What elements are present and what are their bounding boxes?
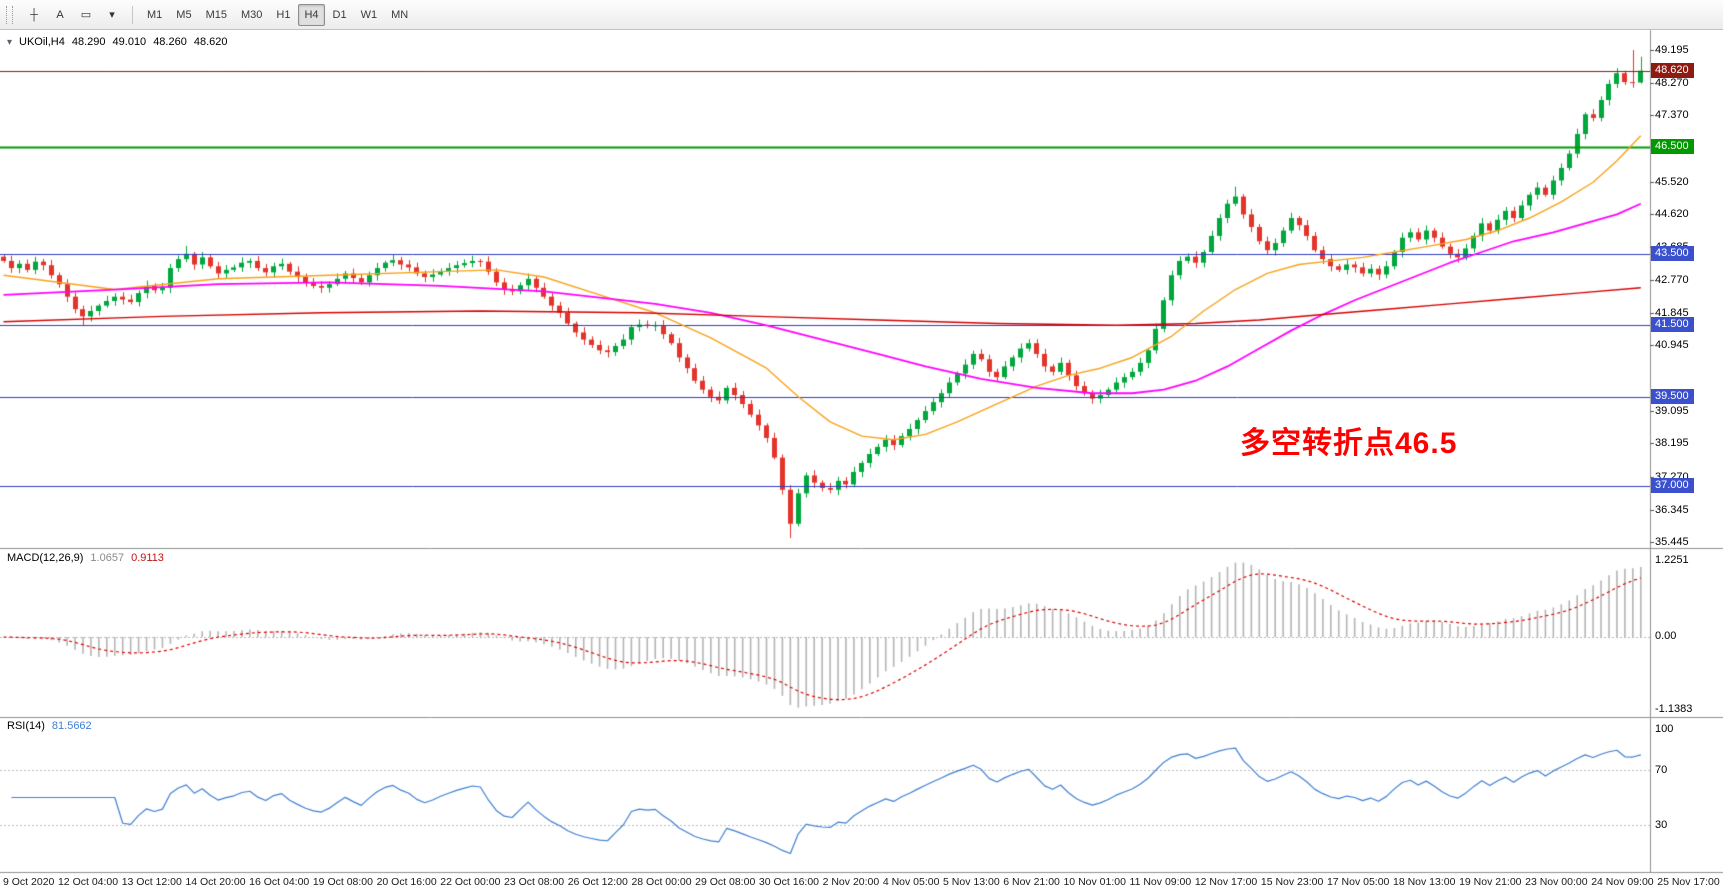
macd-axis-label: 0.00	[1655, 630, 1677, 642]
time-axis-label: 30 Oct 16:00	[758, 876, 819, 888]
timeframe-h4-button[interactable]: H4	[298, 3, 325, 26]
time-axis-label: 19 Nov 21:00	[1459, 876, 1522, 888]
rsi-axis-label: 70	[1655, 764, 1668, 776]
symbol-period-label: UKOil,H4	[19, 36, 65, 48]
macd-label: MACD(12,26,9)	[7, 552, 84, 564]
toolbar: ┼ A ▭ ▾ M1 M5 M15 M30 H1 H4 D1 W1 MN	[0, 0, 1723, 30]
rsi-indicator-header: RSI(14) 81.5662	[7, 720, 92, 732]
price-axis-label: 44.620	[1655, 208, 1689, 220]
time-axis-label: 25 Nov 17:00	[1657, 876, 1720, 888]
timeframe-m5-button[interactable]: M5	[170, 4, 197, 26]
time-axis-label: 9 Oct 2020	[3, 876, 55, 888]
timeframe-w1-button[interactable]: W1	[355, 4, 384, 26]
rsi-axis-label: 30	[1655, 819, 1668, 831]
price-axis-label: 38.195	[1655, 437, 1689, 449]
line-level-badge: 46.500	[1651, 139, 1694, 154]
rsi-value: 81.5662	[51, 720, 92, 732]
rsi-label: RSI(14)	[7, 720, 45, 732]
annotation-text[interactable]: 多空转折点46.5	[1240, 427, 1458, 460]
time-axis-label: 22 Oct 00:00	[440, 876, 501, 888]
rectangle-tool-button[interactable]: ▭	[74, 4, 98, 26]
chart-header: ▾ UKOil,H4 48.290 49.010 48.260 48.620	[7, 36, 228, 48]
price-axis-label: 42.770	[1655, 274, 1689, 286]
time-axis-label: 10 Nov 01:00	[1063, 876, 1126, 888]
price-axis-label: 48.270	[1655, 77, 1689, 89]
macd-indicator-header: MACD(12,26,9) 1.0657 0.9113	[7, 552, 164, 564]
line-level-badge: 41.500	[1651, 317, 1694, 332]
time-axis-label: 26 Oct 12:00	[567, 876, 628, 888]
price-axis-label: 36.345	[1655, 504, 1689, 516]
price-axis-label: 47.370	[1655, 109, 1689, 121]
time-axis-label: 24 Nov 09:00	[1591, 876, 1654, 888]
time-axis-label: 18 Nov 13:00	[1393, 876, 1456, 888]
ohlc-low: 48.260	[153, 36, 187, 48]
drawing-tools-group: ┼ A ▭ ▾	[22, 4, 124, 26]
ohlc-close: 48.620	[193, 36, 228, 48]
timeframe-m15-button[interactable]: M15	[200, 4, 233, 26]
time-axis-label: 2 Nov 20:00	[822, 876, 880, 888]
macd-axis-label: 1.2251	[1655, 554, 1689, 566]
line-level-badge: 43.500	[1651, 246, 1694, 261]
timeframe-m30-button[interactable]: M30	[235, 4, 268, 26]
time-axis-label: 14 Oct 20:00	[185, 876, 246, 888]
time-axis-label: 23 Oct 08:00	[504, 876, 565, 888]
time-axis-label: 29 Oct 08:00	[695, 876, 756, 888]
time-axis: 9 Oct 2020 12 Oct 04:00 13 Oct 12:00 14 Oct…	[0, 874, 1723, 888]
crosshair-tool-button[interactable]: ┼	[22, 4, 46, 26]
line-level-badge: 37.000	[1651, 478, 1694, 493]
time-axis-label: 17 Nov 05:00	[1326, 876, 1390, 888]
time-axis-label: 23 Nov 00:00	[1525, 876, 1588, 888]
time-axis-label: 12 Nov 17:00	[1194, 876, 1258, 888]
price-axis-label: 39.095	[1655, 405, 1689, 417]
current-price-badge: 48.620	[1651, 63, 1694, 78]
price-axis-label: 45.520	[1655, 176, 1689, 188]
macd-signal-value: 0.9113	[131, 552, 164, 564]
time-axis-label: 4 Nov 05:00	[882, 876, 940, 888]
price-axis-label: 49.195	[1655, 44, 1689, 56]
objects-dropdown-button[interactable]: ▾	[100, 4, 124, 26]
time-axis-label: 20 Oct 16:00	[376, 876, 437, 888]
time-axis-label: 28 Oct 00:00	[631, 876, 692, 888]
price-axis-label: 40.945	[1655, 339, 1689, 351]
ohlc-open: 48.290	[71, 36, 106, 48]
timeframe-h1-button[interactable]: H1	[270, 4, 296, 26]
one-click-trading-expander[interactable]: ▾	[7, 36, 13, 48]
price-axis-label: 35.445	[1655, 536, 1689, 548]
line-level-badge: 39.500	[1651, 389, 1694, 404]
timeframe-d1-button[interactable]: D1	[327, 4, 353, 26]
time-axis-label: 11 Nov 09:00	[1129, 876, 1192, 888]
toolbar-separator	[132, 5, 133, 24]
ohlc-high: 49.010	[112, 36, 147, 48]
macd-axis-label: -1.1383	[1655, 703, 1693, 715]
time-axis-label: 13 Oct 12:00	[121, 876, 182, 888]
timeframe-buttons-group: M1 M5 M15 M30 H1 H4 D1 W1 MN	[141, 3, 414, 26]
timeframe-mn-button[interactable]: MN	[385, 4, 414, 26]
toolbar-grip	[6, 5, 13, 24]
text-tool-button[interactable]: A	[48, 4, 72, 26]
time-axis-label: 16 Oct 04:00	[249, 876, 310, 888]
time-axis-label: 12 Oct 04:00	[57, 876, 119, 888]
time-axis-label: 5 Nov 13:00	[943, 876, 1000, 888]
price-axis-label: 41.845	[1655, 307, 1689, 319]
timeframe-m1-button[interactable]: M1	[141, 4, 168, 26]
time-axis-label: 19 Oct 08:00	[312, 876, 373, 888]
time-axis-label: 6 Nov 21:00	[1003, 876, 1060, 888]
macd-main-value: 1.0657	[90, 552, 125, 564]
rsi-axis-label: 100	[1655, 723, 1674, 735]
time-axis-label: 15 Nov 23:00	[1260, 876, 1324, 888]
